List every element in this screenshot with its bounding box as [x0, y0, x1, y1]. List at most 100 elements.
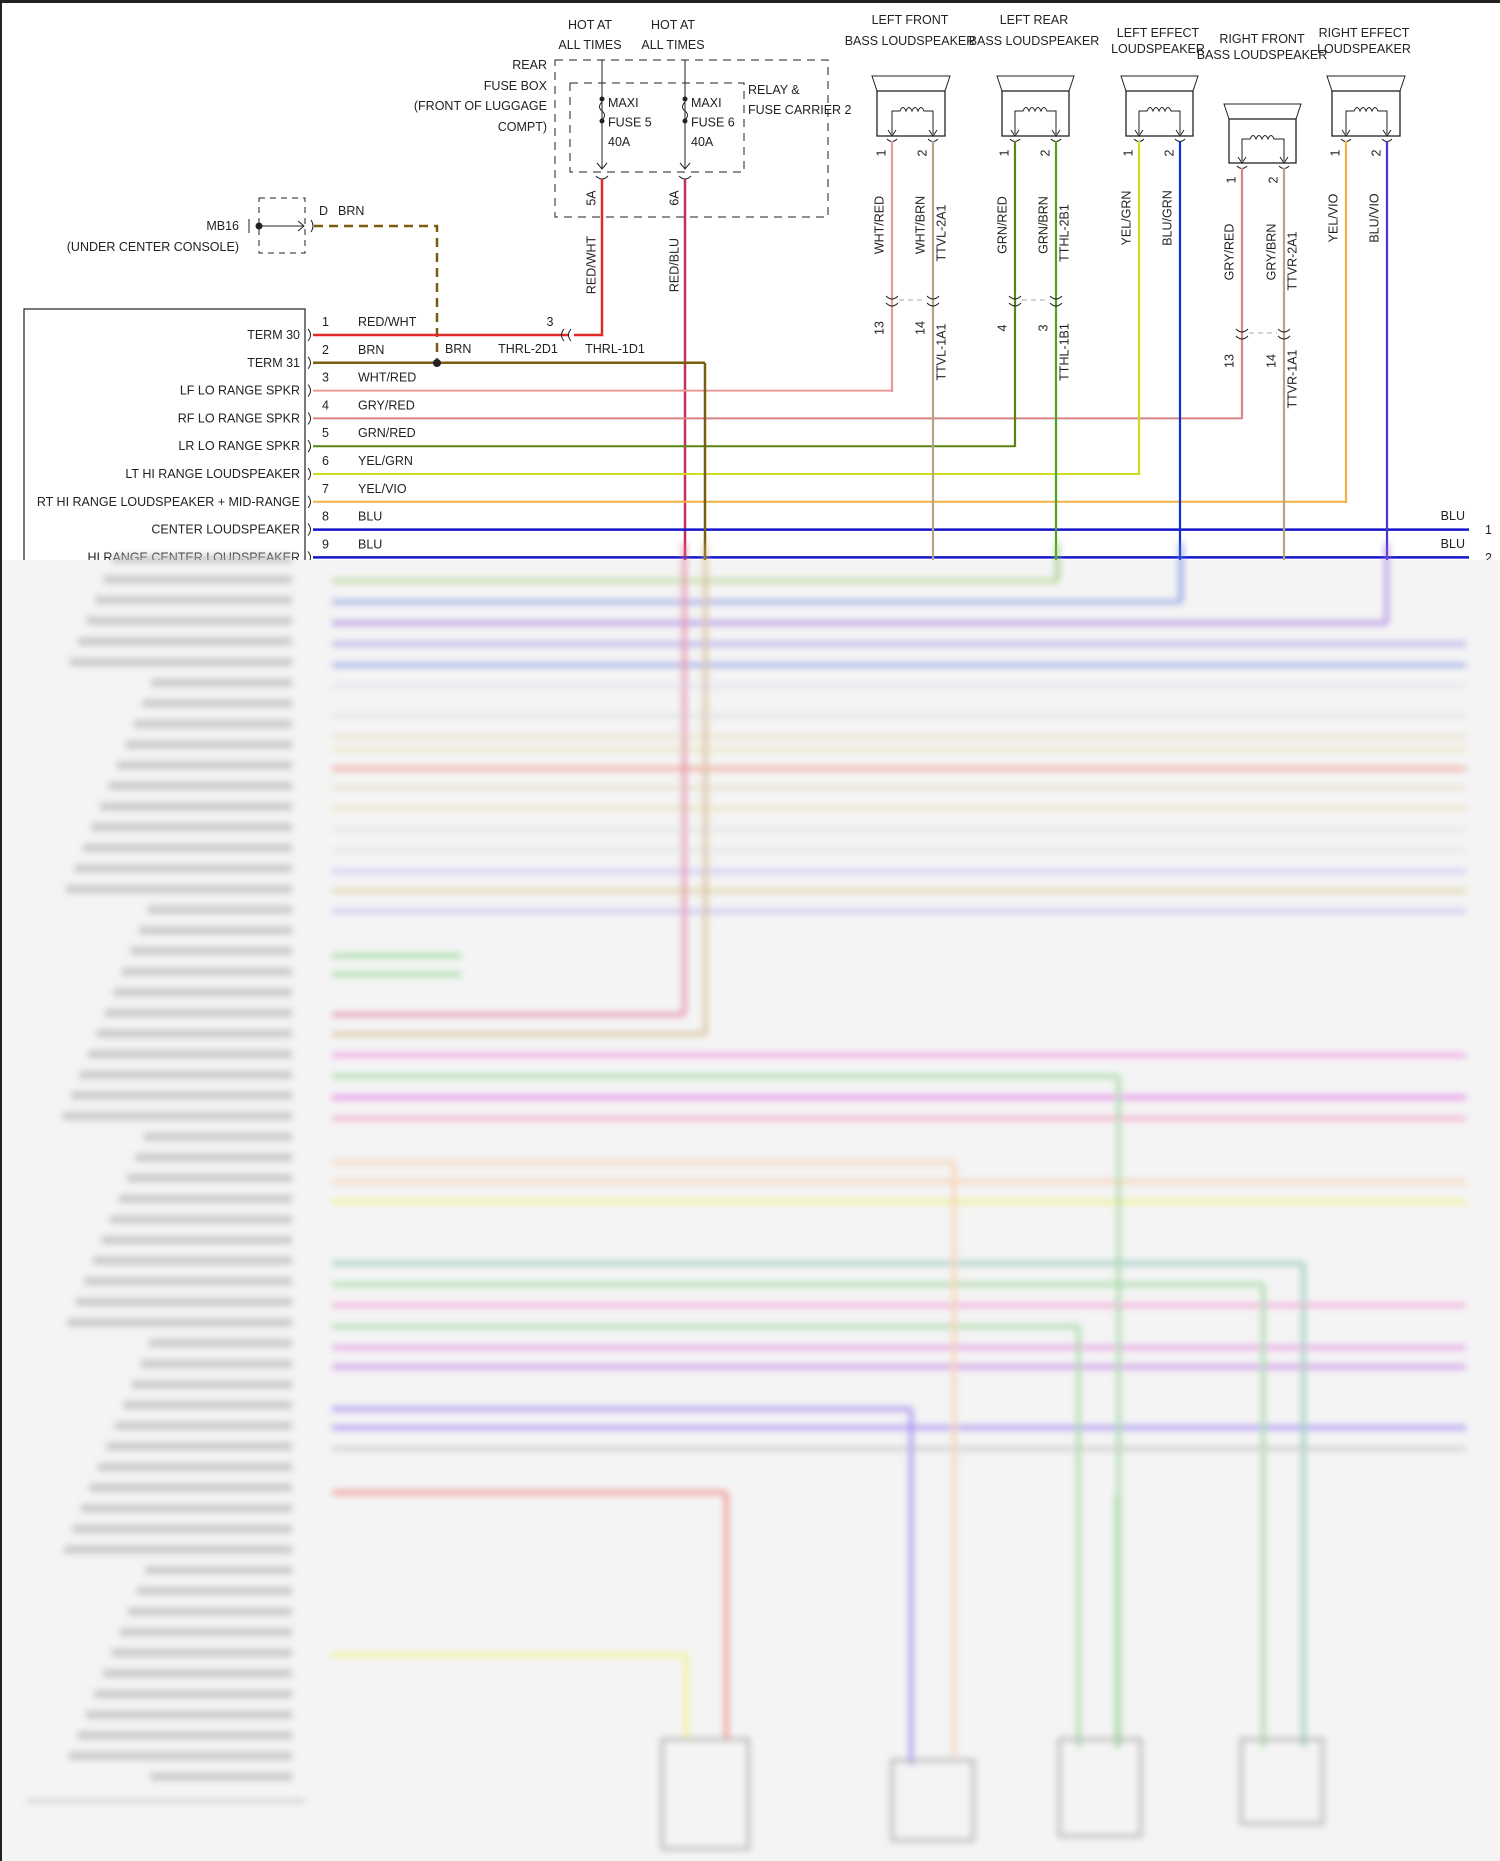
ground-name: MB16 — [206, 219, 239, 233]
connector-id-bottom: TTVL-1A1 — [934, 323, 948, 380]
blurred-label — [76, 1297, 292, 1306]
ground-wire: BRN — [338, 204, 364, 218]
speaker-body — [1331, 90, 1401, 137]
blurred-label — [125, 740, 292, 749]
pin-number: 4 — [322, 398, 329, 412]
speaker-title: LOUDSPEAKER — [1317, 42, 1411, 56]
module-pin-7: RT HI RANGE LOUDSPEAKER + MID-RANGE 7 YEL/… — [37, 482, 1346, 509]
inline-connector-icon — [1277, 328, 1291, 340]
speaker-coil-icon — [1138, 107, 1181, 134]
pin-wire-label: BLU — [358, 537, 382, 551]
pin-number: 9 — [322, 537, 329, 551]
pin-wire-label: RED/WHT — [358, 315, 417, 329]
arrow-icon — [679, 162, 691, 170]
arrow-icon — [928, 129, 938, 137]
arrow-icon — [1237, 156, 1247, 164]
blurred-label — [86, 1710, 292, 1719]
blurred-label — [113, 988, 292, 997]
speaker-pin-number: 2 — [1369, 149, 1383, 156]
speaker-title: LEFT FRONT — [872, 13, 949, 27]
blurred-label — [110, 1215, 292, 1224]
pin-number: 1 — [322, 315, 329, 329]
blurred-label — [72, 1524, 292, 1533]
speaker-title: RIGHT FRONT — [1219, 32, 1305, 46]
fuse-terminal — [599, 96, 605, 102]
inline-connector-pin: 14 — [1264, 354, 1278, 368]
blurred-label — [147, 905, 292, 914]
arrow-icon — [1010, 129, 1020, 137]
speaker-pin-number: 2 — [915, 149, 929, 156]
fuse-wire-label: RED/BLU — [667, 238, 681, 292]
fuse-icon — [599, 101, 605, 121]
pin-connector-icon — [307, 523, 311, 536]
speaker-title: LEFT EFFECT — [1117, 26, 1200, 40]
speaker-wire-label: WHT/RED — [872, 196, 886, 254]
speaker-pin-number: 1 — [1328, 149, 1342, 156]
pin-function-label: LT HI RANGE LOUDSPEAKER — [125, 467, 300, 481]
splice-wire-label: BRN — [445, 342, 471, 356]
speaker-pin-number: 1 — [874, 149, 888, 156]
fuse-label: MAXI — [608, 96, 639, 110]
blurred-label — [94, 1690, 292, 1699]
speaker-pin-number: 1 — [1224, 176, 1238, 183]
pin-connector-icon — [307, 467, 311, 481]
splice-junction — [433, 359, 441, 367]
fuse-terminal — [682, 96, 688, 102]
fuse-terminal — [682, 118, 688, 124]
speaker-icon — [1120, 75, 1199, 92]
connector-icon — [595, 175, 609, 180]
module-pin-6: LT HI RANGE LOUDSPEAKER 6 YEL/GRN — [125, 454, 1139, 481]
relay-carrier-label: RELAY & — [748, 83, 800, 97]
module-pin-3: LF LO RANGE SPKR 3 WHT/RED — [180, 371, 892, 398]
blurred-label — [69, 658, 292, 667]
blurred-region-bg — [2, 560, 1500, 1861]
arrow-icon — [1279, 156, 1289, 164]
pin-function-label: CENTER LOUDSPEAKER — [151, 523, 300, 537]
inline-connector-icon — [885, 295, 899, 307]
blurred-label — [93, 1256, 292, 1265]
hot-at-all-times-label: HOT AT — [568, 18, 612, 32]
speaker-body — [1125, 90, 1194, 137]
blurred-label — [95, 596, 292, 605]
fuse-box-label: COMPT) — [498, 120, 547, 134]
blurred-label — [108, 781, 292, 790]
blurred-label — [84, 1277, 292, 1286]
blurred-component — [1057, 1737, 1143, 1838]
fuse-box-label: (FRONT OF LUGGAGE — [414, 99, 547, 113]
module-pin-4: RF LO RANGE SPKR 4 GRY/RED — [178, 398, 1242, 425]
ground-pin: D — [319, 204, 328, 218]
blurred-label — [150, 1772, 292, 1781]
pin-number: 3 — [322, 371, 329, 385]
pin-connector-icon — [307, 384, 311, 397]
pin-function-label: RF LO RANGE SPKR — [178, 411, 300, 425]
speaker-wire-label: YEL/GRN — [1119, 191, 1133, 246]
blurred-label — [105, 1008, 292, 1017]
pin-wire-label: YEL/GRN — [358, 454, 413, 468]
blurred-label — [71, 1091, 292, 1100]
blurred-label — [115, 1421, 292, 1430]
pin-function-label: LF LO RANGE SPKR — [180, 384, 300, 398]
connector-icon — [678, 175, 692, 180]
blurred-label — [139, 926, 292, 935]
blurred-label — [118, 1194, 292, 1203]
fuse-box-label: FUSE BOX — [484, 79, 548, 93]
speaker-wire-label: GRN/RED — [995, 196, 1009, 254]
blurred-label — [103, 1669, 292, 1678]
connector-id-top: TTVL-2A1 — [934, 204, 948, 261]
speaker-pin-number: 2 — [1162, 149, 1176, 156]
inline-connector-pin: 4 — [995, 324, 1009, 331]
blurred-label — [106, 1442, 292, 1451]
speaker-wire-label: WHT/BRN — [913, 196, 927, 254]
blurred-label — [127, 1174, 292, 1183]
blurred-label — [88, 1050, 292, 1059]
fuse-label: FUSE 5 — [608, 116, 652, 130]
hot-at-all-times-label: ALL TIMES — [641, 38, 704, 52]
blurred-label — [128, 1607, 292, 1616]
inline-connector-left: THRL-2D1 — [498, 342, 558, 356]
speaker-title: LEFT REAR — [1000, 13, 1069, 27]
blurred-label — [132, 1380, 292, 1389]
right-connector-wire-label: BLU — [1441, 537, 1465, 551]
blurred-label — [79, 1070, 292, 1079]
blurred-label — [111, 1648, 292, 1657]
blurred-label — [83, 843, 292, 852]
